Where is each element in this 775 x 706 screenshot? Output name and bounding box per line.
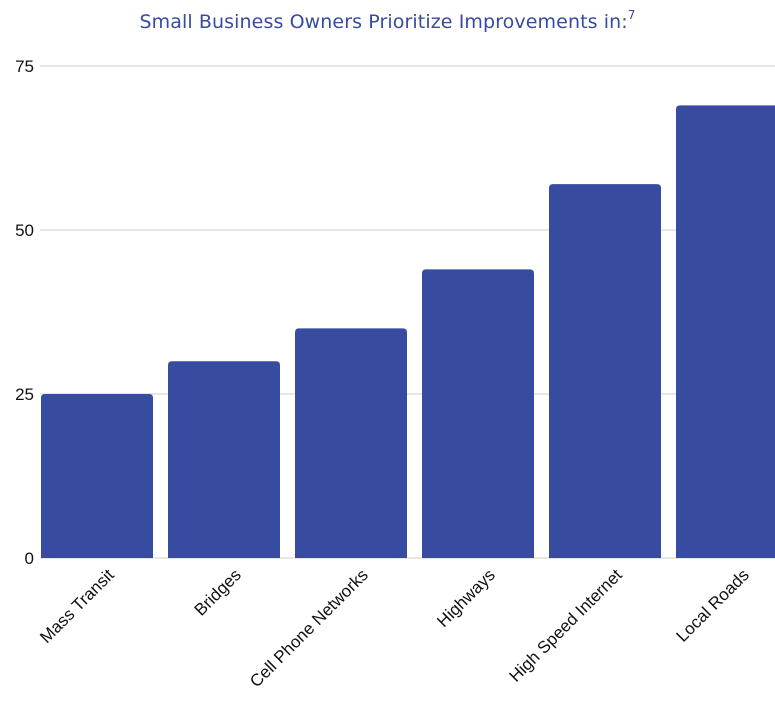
x-tick-label: Local Roads (673, 565, 753, 645)
x-tick-label: High Speed Internet (505, 565, 626, 686)
y-tick-label: 50 (15, 221, 34, 240)
x-tick-label: Bridges (191, 565, 245, 619)
y-tick-label: 25 (15, 385, 34, 404)
bar-cell-phone-networks (295, 328, 407, 558)
x-axis-labels: Mass Transit Bridges Cell Phone Networks Hi… (36, 565, 753, 691)
bars (41, 105, 775, 558)
x-tick-label: Highways (433, 565, 499, 631)
y-tick-label: 75 (15, 57, 34, 76)
bar-local-roads (676, 105, 775, 558)
x-tick-label: Cell Phone Networks (246, 565, 372, 691)
x-tick-label: Mass Transit (36, 565, 118, 647)
bar-bridges (168, 361, 280, 558)
y-axis-ticks: 0 25 50 75 (15, 57, 34, 568)
bar-mass-transit (41, 394, 153, 558)
y-tick-label: 0 (25, 549, 34, 568)
chart-title: Small Business Owners Prioritize Improve… (0, 8, 775, 33)
chart-title-footnote: 7 (627, 8, 636, 22)
bar-high-speed-internet (549, 184, 661, 558)
bar-highways (422, 269, 534, 558)
chart-title-text: Small Business Owners Prioritize Improve… (139, 11, 628, 33)
